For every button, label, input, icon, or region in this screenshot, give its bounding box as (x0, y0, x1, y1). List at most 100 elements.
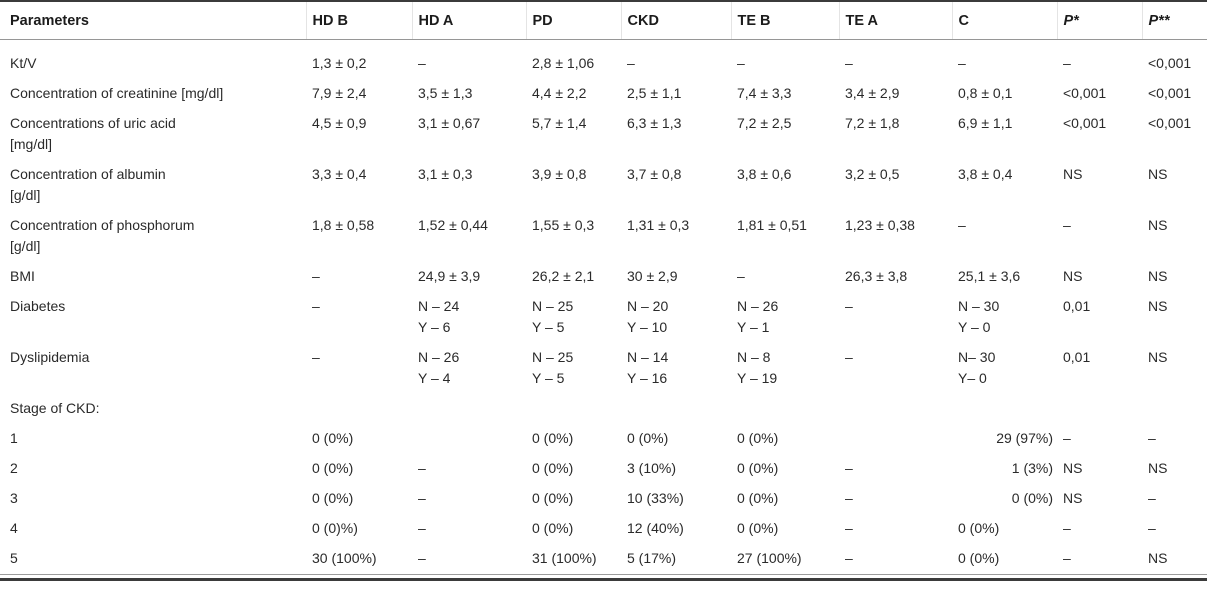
table-cell: – (845, 460, 853, 476)
table-cell: – (845, 55, 853, 71)
table-cell: N – 25 Y – 5 (532, 349, 574, 386)
table-row: Concentration of creatinine [mg/dl] 7,9 ±… (0, 79, 1207, 109)
table-row: Diabetes – N – 24 Y – 6 N – 25 Y – 5 N – 20 … (0, 292, 1207, 343)
table-cell: 12 (40%) (627, 520, 684, 536)
table-cell: NS (1063, 166, 1083, 182)
table-cell (1057, 394, 1142, 424)
table-cell: 0 (0%) (737, 490, 779, 506)
table-cell: – (737, 55, 745, 71)
table-cell: 1 (3%) (1011, 460, 1053, 476)
column-header-hd-b: HD B (305, 1, 412, 40)
table-cell: – (418, 55, 426, 71)
table-cell: 1,81 ± 0,51 (737, 217, 807, 233)
table-cell: – (418, 490, 426, 506)
table-cell: – (845, 490, 853, 506)
table-cell: 31 (100%) (532, 550, 597, 566)
table-cell: 3,1 ± 0,3 (418, 166, 473, 182)
table-row: Concentration of albumin [g/dl] 3,3 ± 0,4… (0, 160, 1207, 211)
table-cell (412, 424, 526, 454)
table-cell: 3,9 ± 0,8 (532, 166, 587, 182)
table-row: Concentrations of uric acid [mg/dl] 4,5 ±… (0, 109, 1207, 160)
table-cell: 7,2 ± 1,8 (845, 115, 900, 131)
table-cell (839, 424, 952, 454)
table-cell: NS (1148, 166, 1168, 182)
table-cell: – (418, 520, 426, 536)
table-row: 4 0 (0)%) – 0 (0%) 12 (40%) 0 (0%) – 0 (0%) – – (0, 514, 1207, 544)
column-header-hd-a: HD A (411, 1, 526, 40)
table-cell: 1,8 ± 0,58 (312, 217, 375, 233)
table-cell: 3,4 ± 2,9 (845, 85, 900, 101)
table-cell: – (312, 349, 320, 365)
table-cell: 10 (33%) (627, 490, 684, 506)
table-cell: N – 26 Y – 4 (418, 349, 460, 386)
table-cell: 24,9 ± 3,9 (418, 268, 481, 284)
row-label: Concentrations of uric acid [mg/dl] (10, 115, 176, 152)
table-cell: – (845, 520, 853, 536)
table-cell: – (845, 349, 853, 365)
table-cell: – (627, 55, 635, 71)
table-cell (839, 394, 952, 424)
column-header-pd: PD (525, 1, 621, 40)
table-cell: – (845, 298, 853, 314)
table-cell: 6,3 ± 1,3 (627, 115, 682, 131)
table-cell: – (418, 550, 426, 566)
table-cell: 3,8 ± 0,6 (737, 166, 792, 182)
table-cell: <0,001 (1148, 55, 1192, 71)
column-header-p-star: P* (1056, 1, 1142, 40)
column-header-p-star-star: P** (1141, 1, 1207, 40)
table-cell: 25,1 ± 3,6 (958, 268, 1021, 284)
table-cell: 29 (97%) (996, 430, 1053, 446)
table-cell: 2,8 ± 1,06 (532, 55, 595, 71)
table-cell: 1,3 ± 0,2 (312, 55, 367, 71)
table-cell (621, 394, 731, 424)
row-label: Concentration of creatinine [mg/dl] (10, 85, 224, 101)
table-cell: 0 (0%) (1011, 490, 1053, 506)
row-label: 5 (10, 550, 18, 566)
table-cell: 2,5 ± 1,1 (627, 85, 682, 101)
table-cell: 0,01 (1063, 298, 1091, 314)
table-row: BMI – 24,9 ± 3,9 26,2 ± 2,1 30 ± 2,9 – 26,3 ± … (0, 262, 1207, 292)
table-cell: – (1063, 430, 1071, 446)
table-cell: <0,001 (1148, 85, 1192, 101)
table-cell: 4,4 ± 2,2 (532, 85, 587, 101)
row-label: Dyslipidemia (10, 349, 90, 365)
table-cell: 0 (0%) (737, 430, 779, 446)
table-cell (526, 394, 621, 424)
table-cell: N – 26 Y – 1 (737, 298, 779, 335)
table-cell (412, 394, 526, 424)
table-body: Kt/V 1,3 ± 0,2–2,8 ± 1,06– – – – – <0,001 Conce… (0, 40, 1207, 575)
table-cell: 26,2 ± 2,1 (532, 268, 595, 284)
table-cell: – (418, 460, 426, 476)
table-cell: 0 (0%) (312, 430, 354, 446)
parameters-table: Parameters HD B HD A PD CKD TE B TE A C P* P** Kt… (0, 0, 1207, 575)
table-cell: NS (1148, 268, 1168, 284)
row-label: 3 (10, 490, 18, 506)
table-cell: N – 24 Y – 6 (418, 298, 460, 335)
table-cell: N– 30 Y– 0 (958, 349, 996, 386)
row-label: 2 (10, 460, 18, 476)
table-cell: 30 ± 2,9 (627, 268, 678, 284)
table-cell: 26,3 ± 3,8 (845, 268, 908, 284)
table-cell: NS (1148, 298, 1168, 314)
table-cell: N – 20 Y – 10 (627, 298, 669, 335)
table-cell: – (845, 550, 853, 566)
table-cell: – (1063, 550, 1071, 566)
table-cell: N – 25 Y – 5 (532, 298, 574, 335)
row-label: BMI (10, 268, 35, 284)
table-cell (1142, 394, 1207, 424)
header-row: Parameters HD B HD A PD CKD TE B TE A C P* P** (0, 1, 1207, 40)
table-cell: 27 (100%) (737, 550, 802, 566)
table-cell: 1,31 ± 0,3 (627, 217, 690, 233)
table-cell: 0 (0%) (627, 430, 669, 446)
table-cell: 7,2 ± 2,5 (737, 115, 792, 131)
table-cell: 5,7 ± 1,4 (532, 115, 587, 131)
table-row: Kt/V 1,3 ± 0,2 – 2,8 ± 1,06 – – – – – <0,001 (0, 40, 1207, 79)
table-cell: 0 (0%) (958, 520, 1000, 536)
table-cell: 7,4 ± 3,3 (737, 85, 792, 101)
table-cell: 5 (17%) (627, 550, 677, 566)
row-label: Kt/V (10, 55, 37, 71)
table-cell: N – 14 Y – 16 (627, 349, 669, 386)
table-cell: 6,9 ± 1,1 (958, 115, 1013, 131)
table-cell: – (1148, 430, 1156, 446)
